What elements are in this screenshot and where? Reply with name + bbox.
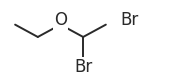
Text: Br: Br bbox=[74, 58, 92, 76]
Text: O: O bbox=[54, 11, 67, 29]
Text: Br: Br bbox=[120, 11, 138, 29]
